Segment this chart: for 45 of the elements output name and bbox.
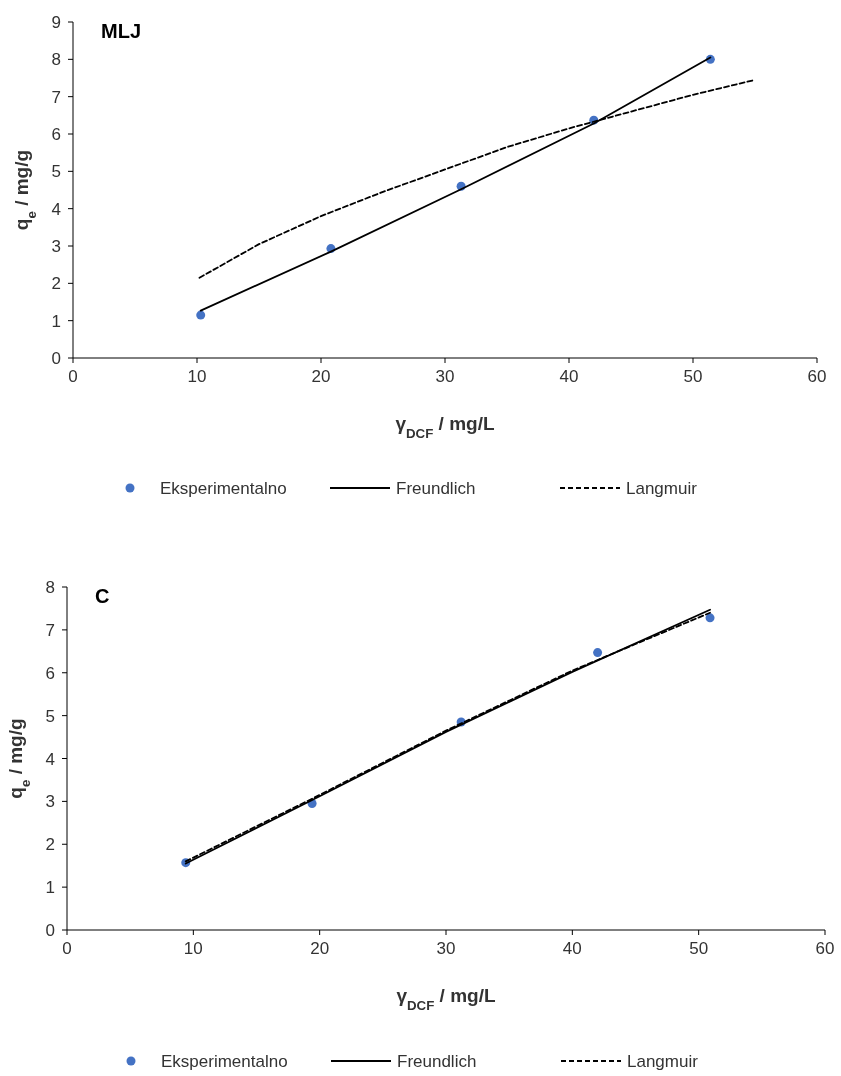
legend-label: Eksperimentalno [161, 1052, 288, 1071]
x-tick-label: 10 [187, 367, 207, 386]
point [196, 310, 206, 320]
x-tick-label: 30 [435, 367, 455, 386]
y-tick-label: 8 [51, 50, 61, 70]
point [705, 613, 715, 623]
y-tick-label: 2 [45, 835, 55, 855]
x-tick-label: 60 [807, 367, 827, 386]
x-tick-label: 50 [689, 939, 709, 958]
y-tick-label: 3 [51, 237, 61, 256]
x-tick-label: 10 [183, 939, 203, 958]
y-tick-label: 0 [45, 921, 55, 940]
y-tick-label: 4 [51, 199, 61, 219]
legend-label: Langmuir [626, 479, 698, 498]
annotation: C [95, 585, 110, 607]
y-tick-label: 1 [51, 311, 61, 331]
legend-label: Eksperimentalno [160, 479, 287, 498]
y-tick-label: 0 [51, 349, 61, 368]
x-tick-label: 50 [683, 367, 703, 386]
x-axis-title: γ$_{DCF}$ / mg/L [396, 985, 496, 1013]
y-tick-label: 9 [51, 13, 61, 32]
y-tick-label: 2 [51, 274, 61, 294]
x-tick-label: 20 [310, 939, 330, 958]
y-tick-label: 8 [45, 578, 55, 597]
legend-label: Freundlich [397, 1052, 477, 1071]
y-tick-label: 4 [45, 749, 55, 769]
x-tick-label: 30 [436, 939, 456, 958]
y-tick-label: 7 [51, 87, 61, 107]
annotation: MLJ [101, 20, 141, 42]
legend-label: Langmuir [627, 1052, 699, 1071]
y-tick-label: 5 [51, 162, 61, 182]
x-tick-label: 40 [559, 367, 579, 386]
x-tick-label: 60 [815, 939, 835, 958]
x-tick-label: 40 [562, 939, 582, 958]
y-tick-label: 3 [45, 792, 55, 812]
x-tick-label: 0 [68, 367, 78, 386]
y-tick-label: 6 [45, 663, 55, 683]
point [593, 648, 603, 658]
x-tick-label: 20 [311, 367, 331, 386]
x-axis-title: γ$_{DCF}$ / mg/L [395, 413, 495, 441]
legend-label: Freundlich [396, 479, 476, 498]
y-tick-label: 1 [45, 878, 55, 898]
y-tick-label: 6 [51, 125, 61, 144]
y-tick-label: 7 [45, 620, 55, 640]
y-tick-label: 5 [45, 706, 55, 726]
